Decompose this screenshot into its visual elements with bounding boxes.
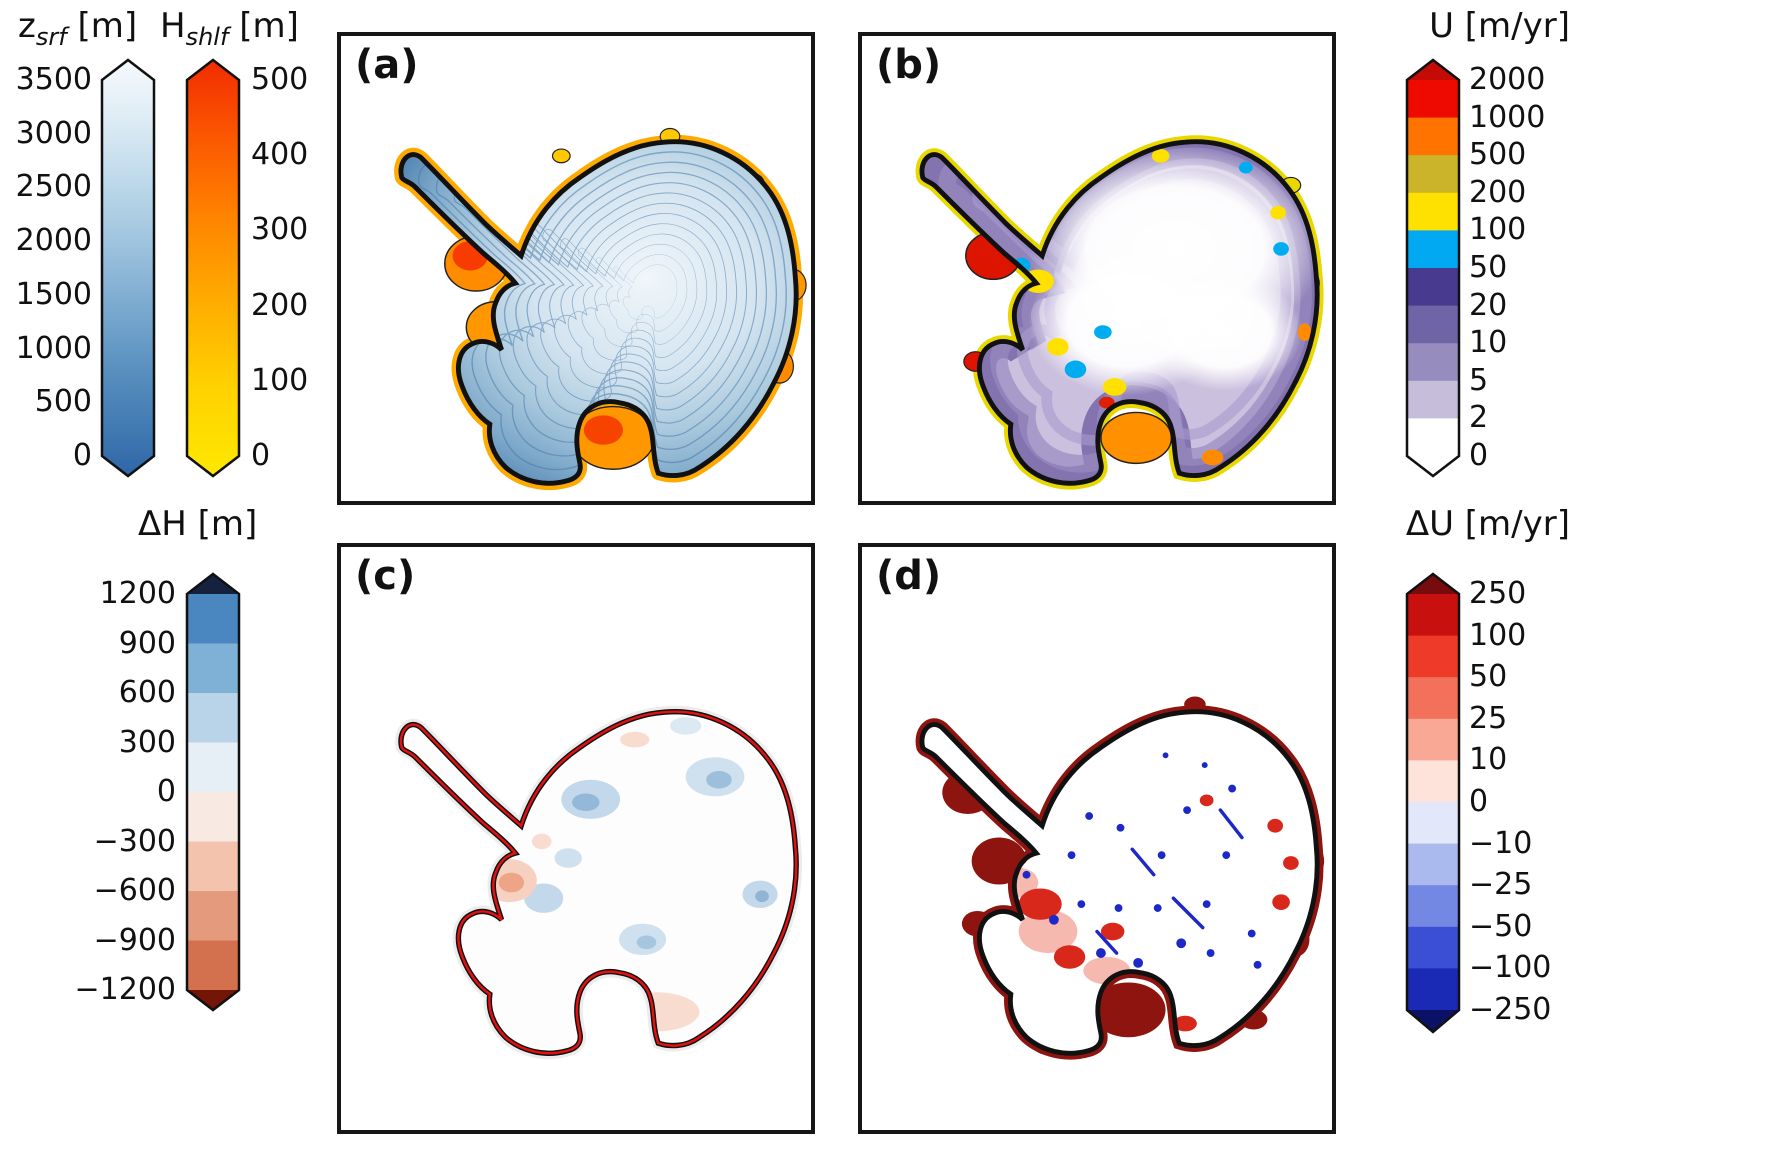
dh-colorbar-segments xyxy=(187,594,239,990)
panel-c-label: (c) xyxy=(355,553,416,599)
u-extend-bottom xyxy=(1407,456,1459,476)
du-extend-top xyxy=(1407,574,1459,594)
dh-colorbar xyxy=(185,572,241,1012)
zsrf-title-sub: srf xyxy=(35,22,67,51)
panel-a: (a) xyxy=(337,32,815,505)
zsrf-colorbar-title: zsrf [m] xyxy=(18,6,137,51)
zsrf-colorbar xyxy=(100,58,156,478)
du-ticks: 250 100 50 25 10 0 −10 −25 −50 −100 −250 xyxy=(1469,576,1552,1027)
du-anomalies xyxy=(993,752,1299,1033)
dh-extend-bottom xyxy=(187,990,239,1010)
u-colorbar xyxy=(1405,58,1461,478)
map-a xyxy=(341,127,807,501)
du-title-text: ΔU [m/yr] xyxy=(1405,504,1570,544)
u-colorbar-title: U [m/yr] xyxy=(1385,6,1570,46)
hshlf-title-sub: shlf xyxy=(185,22,229,51)
panel-a-label: (a) xyxy=(355,42,419,88)
dh-title-text: ΔH [m] xyxy=(138,504,258,544)
zsrf-ticks: 3500 3000 2500 2000 1500 1000 500 0 xyxy=(15,62,92,473)
hshlf-colorbar-title: Hshlf [m] xyxy=(160,6,299,51)
dh-colorbar-title: ΔH [m] xyxy=(138,504,257,544)
zsrf-title-unit: [m] xyxy=(66,6,138,46)
du-extend-bottom xyxy=(1407,1010,1459,1032)
panel-b-label: (b) xyxy=(876,42,942,88)
zsrf-title-base: z xyxy=(18,6,36,46)
u-extend-top xyxy=(1407,60,1459,80)
hshlf-colorbar-body xyxy=(185,58,241,478)
hshlf-title-unit: [m] xyxy=(228,6,299,46)
map-b xyxy=(862,36,1332,501)
hshlf-ticks: 500 400 300 200 100 0 xyxy=(251,62,309,473)
map-d xyxy=(862,696,1325,1130)
dh-colorbar-outline xyxy=(185,572,241,1012)
u-ticks: 2000 1000 500 200 100 50 20 10 5 2 0 xyxy=(1469,62,1546,473)
du-colorbar-title: ΔU [m/yr] xyxy=(1355,504,1570,544)
u-colorbar-segments xyxy=(1407,80,1459,456)
map-c xyxy=(341,547,811,1130)
du-negative-streaks xyxy=(1095,808,1244,955)
panel-c: (c) xyxy=(337,543,815,1134)
panel-d: (d) xyxy=(858,543,1336,1134)
u-title-text: U [m/yr] xyxy=(1429,6,1570,46)
du-colorbar-outline xyxy=(1405,572,1461,1034)
dh-extend-top xyxy=(187,574,239,594)
dh-ticks: 1200 900 600 300 0 −300 −600 −900 −1200 xyxy=(74,576,176,1007)
du-colorbar xyxy=(1405,572,1461,1034)
panel-d-label: (d) xyxy=(876,553,942,599)
hshlf-colorbar xyxy=(185,58,241,478)
velocity-detail xyxy=(922,142,1318,484)
zsrf-colorbar-body xyxy=(100,58,156,478)
panel-b: (b) xyxy=(858,32,1336,505)
du-colorbar-segments xyxy=(1407,594,1459,1010)
hshlf-title-base: H xyxy=(160,6,186,46)
u-colorbar-outline xyxy=(1405,58,1461,478)
